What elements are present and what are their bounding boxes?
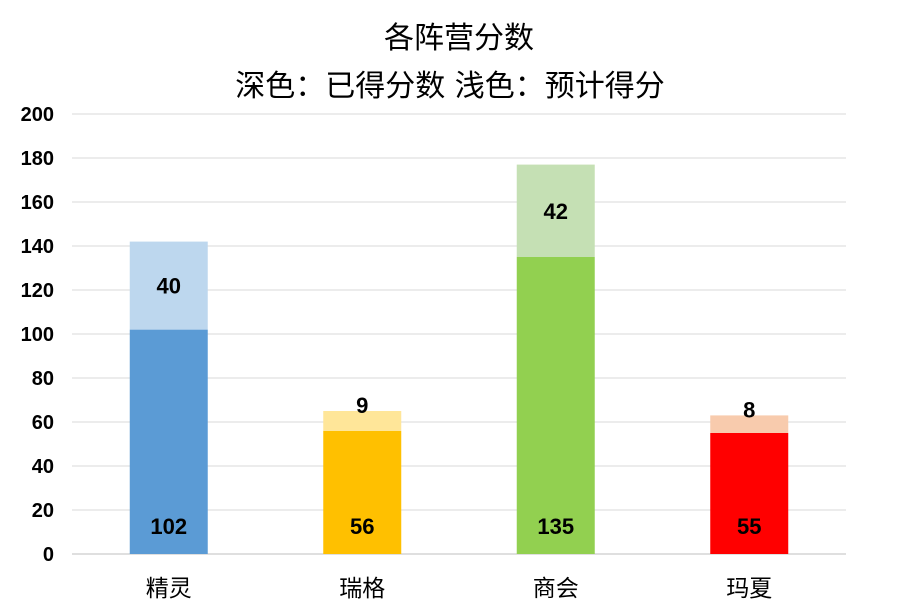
y-tick-label: 100 [21,324,54,346]
data-label-projected: 9 [356,393,368,418]
y-tick-label: 200 [21,104,54,126]
data-label-earned: 56 [350,514,374,539]
data-label-earned: 55 [737,514,761,539]
data-label-projected: 8 [743,397,755,422]
bar-projected-1 [129,241,208,330]
bar-earned-4 [710,433,789,554]
y-axis-tick-labels: 0 20 40 60 80 100 120 140 160 180 200 [21,104,54,566]
data-label-earned: 135 [537,514,574,539]
y-tick-label: 40 [32,456,54,478]
category-label: 玛夏 [726,576,772,602]
bar-projected-3 [516,164,595,257]
data-label-earned: 102 [150,514,187,539]
y-tick-label: 180 [21,148,54,170]
category-label: 瑞格 [339,576,385,602]
bar-projected-4 [710,415,789,433]
bars [129,164,789,554]
bar-projected-2 [323,411,402,431]
bar-earned-3 [516,257,595,554]
chart-title: 各阵营分数 [384,21,534,56]
y-tick-label: 160 [21,192,54,214]
y-tick-label: 20 [32,500,54,522]
category-label: 精灵 [146,576,192,602]
bar-earned-2 [323,430,402,554]
chart-subtitle: 深色：已得分数 浅色：预计得分 [235,69,665,104]
bar-earned-1 [129,329,208,554]
data-labels: 102 40 56 9 135 42 55 8 [150,199,761,539]
x-axis-category-labels: 精灵 瑞格 商会 玛夏 [146,576,773,602]
y-tick-label: 60 [32,412,54,434]
y-tick-label: 120 [21,280,54,302]
y-tick-label: 140 [21,236,54,258]
y-tick-label: 80 [32,368,54,390]
category-label: 商会 [533,576,579,602]
data-label-projected: 40 [157,274,181,299]
data-label-projected: 42 [544,199,568,224]
y-tick-label: 0 [43,544,54,566]
